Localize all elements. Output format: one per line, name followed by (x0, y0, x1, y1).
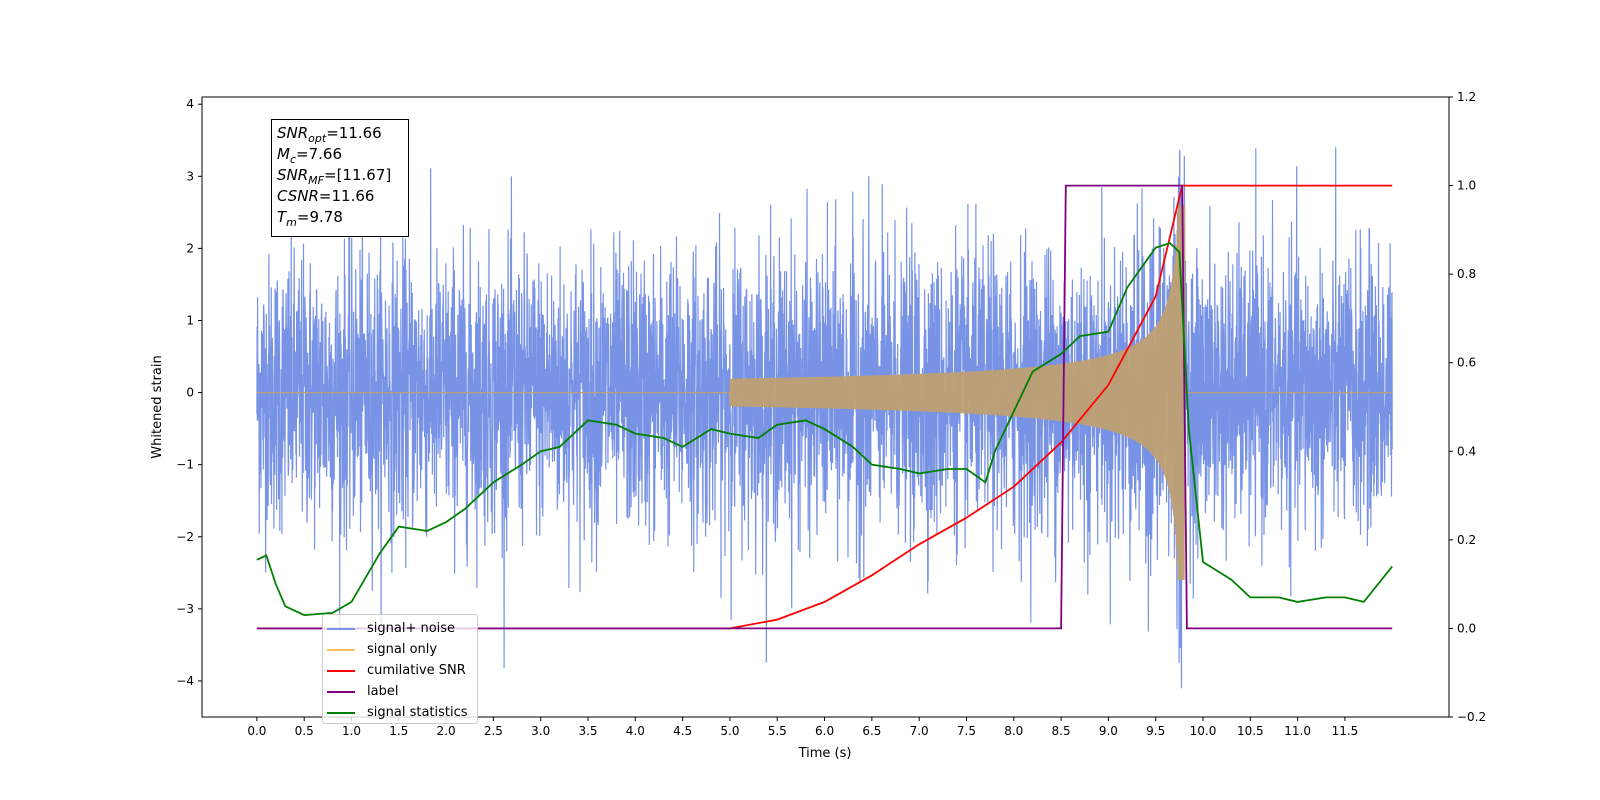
x-tick-label: 6.0 (815, 724, 834, 738)
legend: signal+ noise signal only cumilative SNR… (322, 614, 478, 724)
y-tick-label: 2 (186, 241, 194, 255)
x-tick-label: 5.0 (720, 724, 739, 738)
x-tick-label: 2.5 (484, 724, 503, 738)
legend-label: cumilative SNR (367, 663, 466, 678)
x-tick-label: 0.5 (295, 724, 314, 738)
x-tick-label: 11.0 (1284, 724, 1311, 738)
y-tick-label: −3 (176, 602, 194, 616)
y2-tick-label: 1.2 (1457, 90, 1476, 104)
x-axis-label: Time (s) (798, 746, 852, 761)
y2-tick-label: 1.0 (1457, 179, 1476, 193)
snr-mf-line: SNRMF=[11.67] (277, 166, 392, 187)
legend-entry-label: label (327, 681, 477, 702)
x-tick-label: 10.0 (1190, 724, 1217, 738)
legend-entry-signal-only: signal only (327, 639, 477, 660)
x-tick-label: 3.5 (578, 724, 597, 738)
x-tick-label: 8.0 (1004, 724, 1023, 738)
x-tick-label: 1.5 (389, 724, 408, 738)
x-tick-label: 9.5 (1146, 724, 1165, 738)
legend-entry-signal-noise: signal+ noise (327, 618, 477, 639)
y2-tick-label: 0.0 (1457, 621, 1476, 635)
label-series-line (256, 184, 1393, 630)
legend-swatch (327, 669, 355, 672)
y2-tick-label: 0.8 (1457, 267, 1476, 281)
x-tick-label: 11.5 (1332, 724, 1359, 738)
cumulative-snr-series-line (256, 184, 1393, 630)
chirp-mass-line: Mc=7.66 (277, 145, 342, 166)
legend-swatch (327, 711, 355, 714)
y-tick-label: 1 (186, 313, 194, 327)
y-tick-label: 4 (186, 97, 194, 111)
x-tick-label: 0.0 (247, 724, 266, 738)
y-tick-label: −4 (176, 674, 194, 688)
y2-tick-label: 0.6 (1457, 356, 1476, 370)
y2-tick-label: −0.2 (1457, 710, 1486, 724)
metrics-annotation-box: SNRopt=11.66 Mc=7.66 SNRMF=[11.67] CSNR=… (271, 119, 409, 237)
y-tick-label: −2 (176, 530, 194, 544)
x-tick-label: 4.5 (673, 724, 692, 738)
legend-entry-signal-statistics: signal statistics (327, 702, 477, 723)
x-tick-label: 8.5 (1052, 724, 1071, 738)
y2-tick-label: 0.2 (1457, 533, 1476, 547)
y-tick-label: 0 (186, 386, 194, 400)
y-axis-label: Whitened strain (150, 355, 165, 458)
signal-statistics-series-line (256, 242, 1393, 617)
x-tick-label: 1.0 (342, 724, 361, 738)
x-tick-label: 4.0 (626, 724, 645, 738)
merger-time-line: Tm=9.78 (277, 208, 343, 229)
legend-entry-cumulative-snr: cumilative SNR (327, 660, 477, 681)
legend-label: signal only (367, 642, 438, 657)
x-tick-label: 9.0 (1099, 724, 1118, 738)
csnr-line: CSNR=11.66 (277, 187, 375, 205)
legend-label: label (367, 684, 399, 699)
x-tick-label: 5.5 (768, 724, 787, 738)
signal-noise-series-line (256, 147, 1393, 689)
x-tick-label: 7.0 (910, 724, 929, 738)
x-tick-label: 2.0 (437, 724, 456, 738)
x-tick-label: 10.5 (1237, 724, 1264, 738)
legend-swatch (327, 627, 355, 630)
y2-tick-label: 0.4 (1457, 444, 1476, 458)
legend-swatch (327, 690, 355, 693)
snr-opt-line: SNRopt=11.66 (277, 124, 382, 145)
legend-label: signal statistics (367, 705, 468, 720)
x-tick-label: 7.5 (957, 724, 976, 738)
signal-only-series-line (256, 205, 1393, 581)
legend-label: signal+ noise (367, 621, 456, 636)
y-tick-label: −1 (176, 458, 194, 472)
plot-frame (201, 96, 1450, 718)
y-tick-label: 3 (186, 169, 194, 183)
legend-swatch (327, 648, 355, 651)
x-tick-label: 3.0 (531, 724, 550, 738)
x-tick-label: 6.5 (862, 724, 881, 738)
